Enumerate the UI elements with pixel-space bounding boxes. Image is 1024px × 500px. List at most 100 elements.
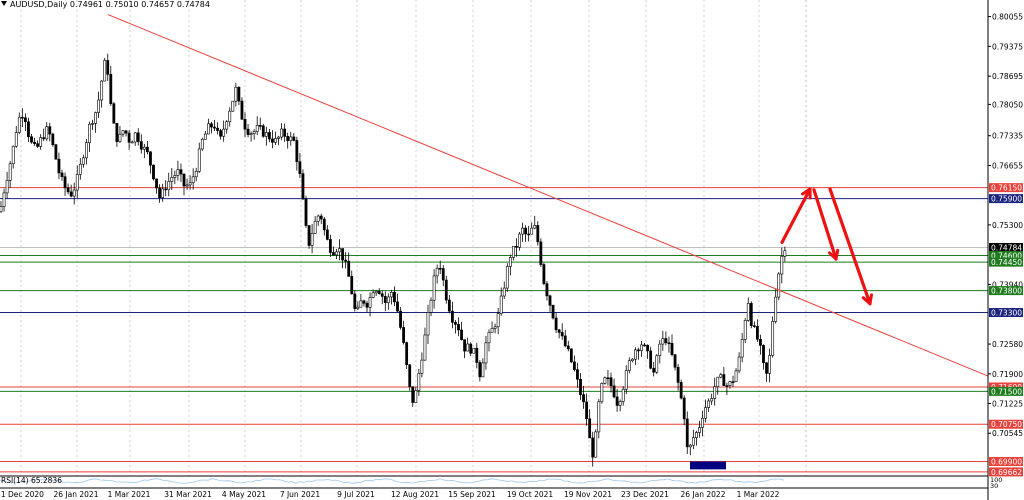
- candle-bull: [142, 146, 146, 150]
- candle-bear: [588, 418, 592, 439]
- candle-bear: [542, 264, 546, 284]
- candle-bull: [2, 192, 6, 207]
- level-tag: [989, 286, 1023, 296]
- candle-bear: [261, 125, 265, 137]
- candle-bear: [267, 132, 271, 140]
- candle-bear: [572, 361, 576, 370]
- chart-header: AUDUSD,Daily 0.74961 0.75010 0.74657 0.7…: [0, 0, 210, 9]
- candle-bear: [109, 74, 113, 105]
- candle-bull: [746, 303, 750, 321]
- candle-bear: [749, 303, 753, 326]
- candle-bear: [399, 310, 402, 328]
- candle-bull: [640, 344, 643, 351]
- candle-bull: [414, 390, 418, 403]
- candle-bear: [454, 321, 457, 325]
- candle-bear: [240, 100, 244, 120]
- candle-bear: [33, 141, 36, 144]
- candle-bull: [771, 321, 775, 356]
- level-tag: [989, 251, 1023, 261]
- candle-bear: [643, 344, 646, 347]
- candle-bear: [319, 215, 323, 220]
- candle-bull: [618, 401, 622, 406]
- candle-bear: [286, 136, 290, 141]
- candle-bull: [502, 287, 506, 297]
- candle-bear: [731, 381, 735, 383]
- candle-bull: [170, 177, 174, 182]
- candle-bear: [606, 377, 610, 380]
- candle-bull: [14, 132, 18, 147]
- candle-bear: [66, 187, 70, 193]
- candle-bear: [301, 173, 305, 200]
- high-value: 0.75010: [105, 0, 139, 9]
- candle-bear: [393, 291, 396, 303]
- candle-bull: [88, 123, 91, 143]
- candle-bull: [0, 206, 3, 213]
- candle-bear: [475, 347, 479, 363]
- candle-bear: [219, 130, 223, 137]
- x-tick-label: 19 Oct 2021: [507, 490, 554, 499]
- candle-bear: [582, 394, 585, 403]
- candle-bear: [365, 302, 369, 308]
- candle-bear: [307, 225, 311, 246]
- candle-bear: [328, 239, 332, 253]
- candle-bear: [155, 178, 158, 189]
- candle-bear: [527, 233, 531, 236]
- level-tag-label: 0.74450: [991, 258, 1022, 267]
- candle-bull: [694, 432, 698, 438]
- candle-bull: [277, 136, 280, 139]
- candle-bull: [481, 362, 485, 378]
- candle-bear: [478, 362, 482, 378]
- candle-bear: [292, 136, 296, 141]
- candle-bear: [213, 126, 216, 129]
- candle-bear: [557, 329, 561, 333]
- candle-bull: [371, 292, 375, 298]
- level-tag: [989, 467, 1023, 477]
- candle-bear: [411, 386, 415, 403]
- candle-bear: [396, 301, 399, 312]
- candle-bear: [112, 103, 116, 124]
- candle-bear: [441, 268, 445, 281]
- candle-bull: [249, 133, 253, 136]
- candle-bear: [63, 176, 67, 189]
- candle-bull: [389, 291, 393, 298]
- candle-bull: [197, 148, 201, 172]
- candle-bear: [322, 218, 326, 231]
- candle-bear: [554, 317, 558, 331]
- projection-arrow-shaft: [812, 188, 838, 261]
- candle-bear: [679, 382, 683, 399]
- candle-bear: [548, 295, 552, 306]
- candle-bear: [158, 187, 162, 199]
- candle-bear: [237, 86, 241, 102]
- candle-bull: [530, 227, 534, 235]
- candle-bear: [332, 252, 335, 256]
- candle-bear: [271, 138, 274, 143]
- candle-bull: [72, 189, 76, 197]
- candle-bear: [362, 300, 366, 304]
- candle-bear: [450, 310, 454, 323]
- candle-bull: [707, 400, 711, 408]
- level-tag: [989, 456, 1023, 466]
- open-value: 0.74961: [69, 0, 104, 9]
- horizontal-levels: [0, 187, 988, 473]
- candle-bull: [426, 312, 430, 336]
- candle-bull: [118, 133, 122, 142]
- candle-bear: [579, 378, 582, 395]
- candle-bull: [289, 136, 293, 141]
- candle-bear: [457, 324, 460, 331]
- candle-bull: [518, 233, 521, 248]
- candle-bull: [222, 128, 226, 137]
- marked-box: [690, 461, 726, 470]
- candle-bull: [39, 137, 43, 147]
- y-tick-label: 0.76655: [992, 162, 1023, 171]
- candle-bull: [386, 296, 390, 303]
- candle-bull: [316, 215, 320, 222]
- y-tick-label: 0.70545: [992, 429, 1023, 438]
- candle-bear: [304, 198, 308, 226]
- candle-bear: [447, 299, 451, 312]
- y-tick-label: 0.77335: [992, 132, 1023, 141]
- low-value: 0.74657: [141, 0, 175, 9]
- symbol-dropdown-icon[interactable]: [1, 1, 7, 6]
- x-tick-label: 1 Mar 2022: [737, 490, 780, 499]
